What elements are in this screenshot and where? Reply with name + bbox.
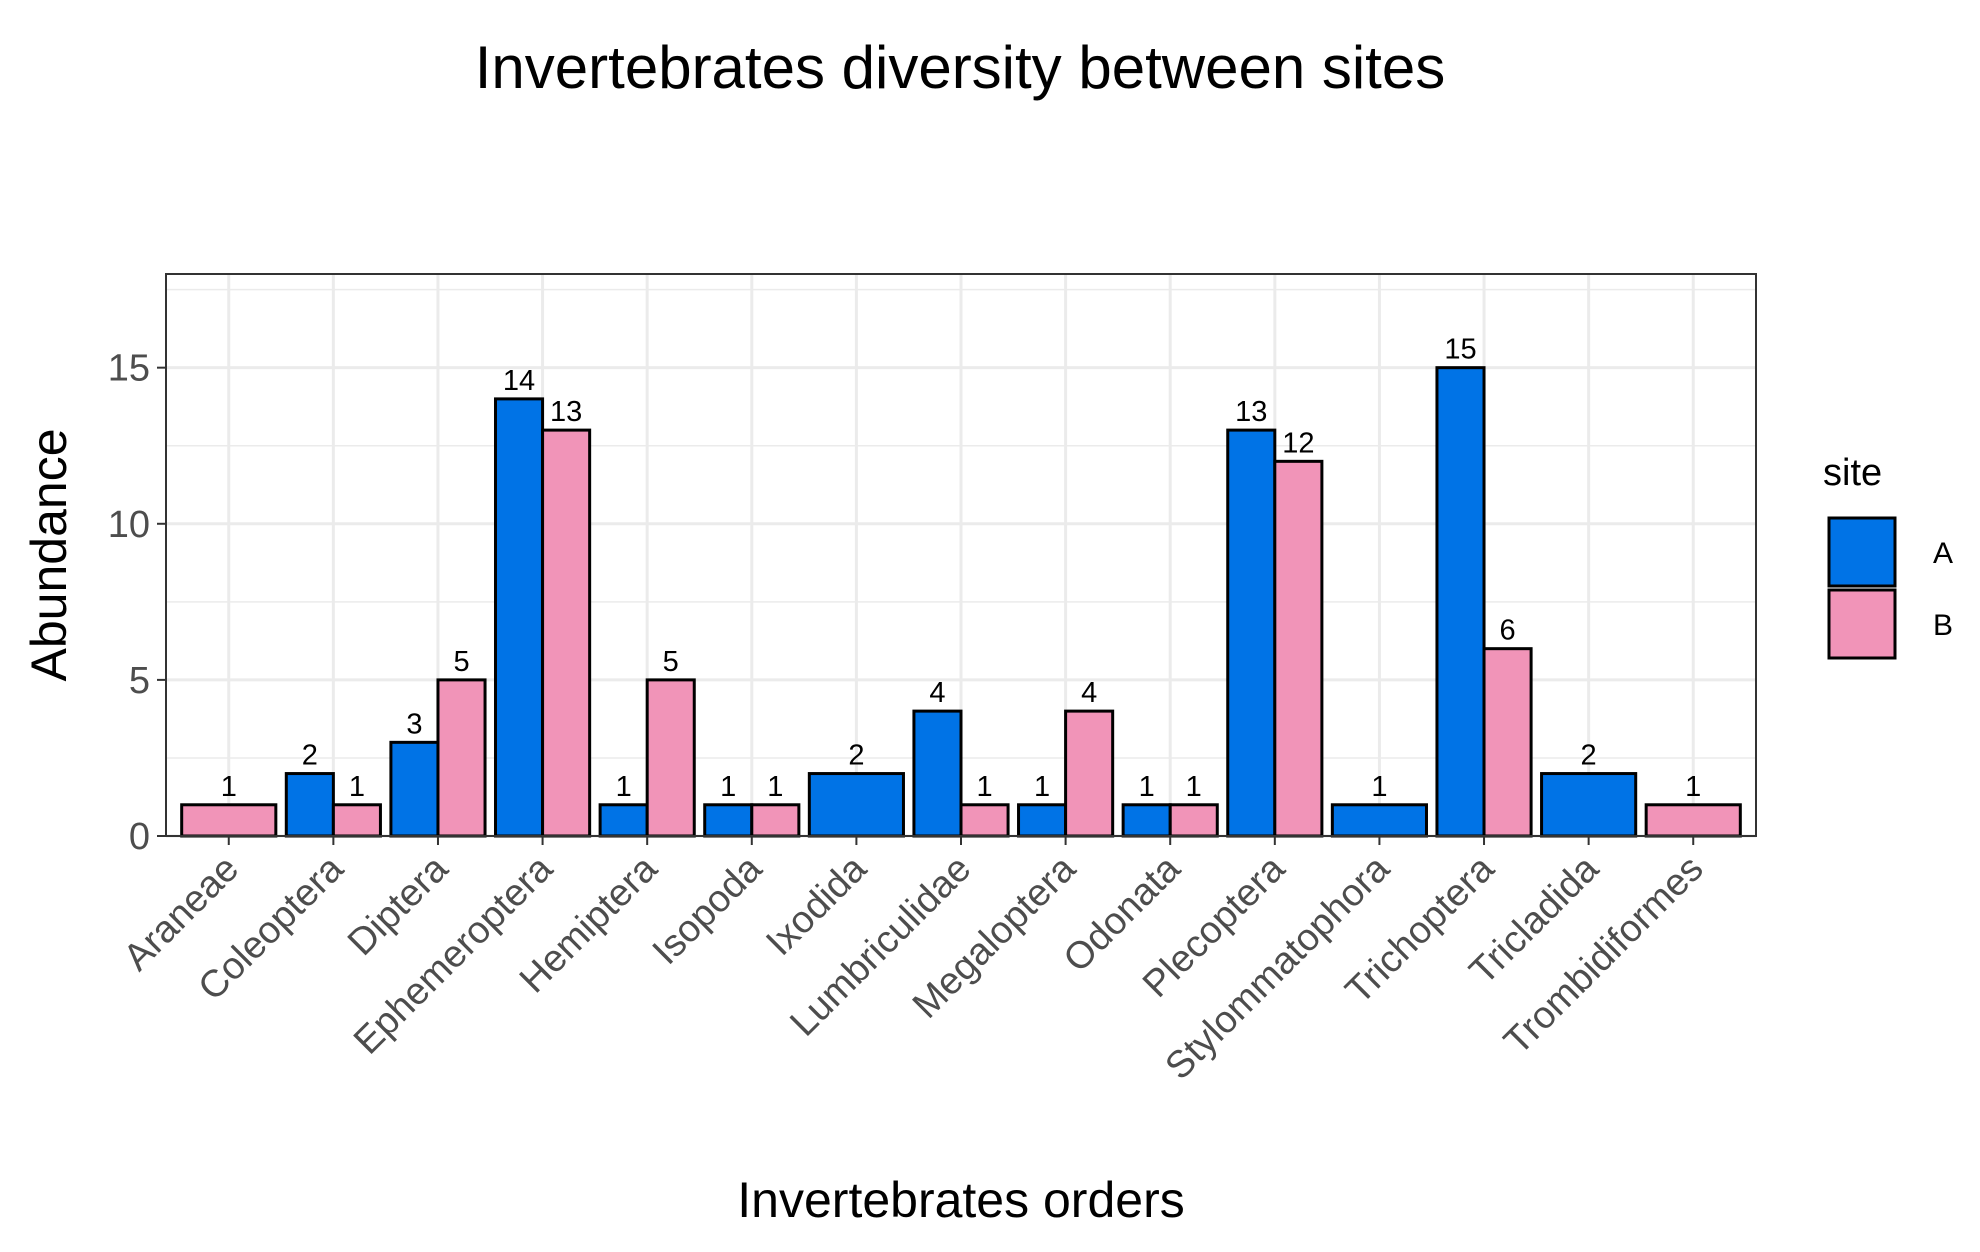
legend-label-a: A: [1933, 537, 1953, 570]
bar-b-trombidiformes: [1644, 803, 1742, 838]
bar-a-trichoptera: [1435, 366, 1486, 838]
bar-value-label: 1: [767, 771, 783, 803]
x-tick-label: Lumbriculidae: [782, 848, 979, 1045]
bar-b-hemiptera: [645, 678, 696, 838]
bar-value-label: 1: [1371, 771, 1387, 803]
bar-a-ixodida: [807, 772, 905, 838]
bar-a-ephemeroptera: [494, 397, 545, 838]
legend-key-b: [1827, 588, 1897, 660]
bar-value-label: 1: [1685, 771, 1701, 803]
bar-b-plecoptera: [1273, 459, 1324, 838]
legend: site A B: [1823, 452, 1953, 660]
legend-key-a: [1827, 516, 1897, 588]
bar-value-label: 5: [453, 646, 469, 678]
y-axis: 0 5 10 15: [108, 348, 166, 858]
y-tick-label: 5: [129, 660, 150, 702]
bar-value-label: 4: [1081, 677, 1097, 709]
bar-value-label: 2: [302, 740, 318, 772]
bar-a-isopoda: [703, 803, 754, 838]
bar-b-trichoptera: [1482, 647, 1533, 838]
x-axis: AraneaeColeopteraDipteraEphemeropteraHem…: [116, 836, 1712, 1088]
bar-a-coleoptera: [284, 772, 335, 838]
x-axis-title: Invertebrates orders: [737, 1172, 1184, 1228]
bar-value-label: 5: [663, 646, 679, 678]
y-tick-label: 0: [129, 816, 150, 858]
bar-value-label: 1: [976, 771, 992, 803]
x-tick-label: Isopoda: [645, 847, 771, 973]
bar-value-label: 13: [1235, 396, 1267, 428]
bar-a-odonata: [1121, 803, 1172, 838]
bar-a-plecoptera: [1226, 428, 1277, 838]
bar-b-lumbriculidae: [959, 803, 1010, 838]
bar-b-isopoda: [750, 803, 801, 838]
bar-value-label: 12: [1282, 427, 1314, 459]
bar-value-label: 15: [1444, 334, 1476, 366]
y-axis-title: Abundance: [21, 428, 77, 681]
chart-title: Invertebrates diversity between sites: [475, 34, 1445, 101]
bar-a-tricladida: [1540, 772, 1638, 838]
bars: [180, 366, 1742, 838]
bar-a-diptera: [389, 740, 440, 838]
legend-label-b: B: [1933, 609, 1953, 642]
bar-value-label: 1: [720, 771, 736, 803]
bar-value-label: 1: [221, 771, 237, 803]
bar-value-label: 2: [1581, 740, 1597, 772]
bar-value-label: 13: [550, 396, 582, 428]
bar-value-label: 14: [503, 365, 535, 397]
bar-b-araneae: [180, 803, 278, 838]
bar-value-label: 6: [1499, 615, 1515, 647]
legend-title: site: [1823, 452, 1882, 494]
y-tick-label: 10: [108, 504, 150, 546]
bar-value-label: 1: [1034, 771, 1050, 803]
bar-b-coleoptera: [331, 803, 382, 838]
bar-a-megaloptera: [1017, 803, 1068, 838]
bar-a-stylommatophora: [1330, 803, 1428, 838]
bar-value-label: 1: [1139, 771, 1155, 803]
bar-a-lumbriculidae: [912, 709, 963, 838]
bar-value-label: 2: [848, 740, 864, 772]
bar-a-hemiptera: [598, 803, 649, 838]
bar-value-label: 3: [406, 708, 422, 740]
bar-value-label: 1: [349, 771, 365, 803]
bar-b-odonata: [1168, 803, 1219, 838]
bar-value-label: 1: [1186, 771, 1202, 803]
bar-b-diptera: [436, 678, 487, 838]
bar-value-label: 4: [929, 677, 945, 709]
y-tick-label: 15: [108, 348, 150, 390]
bar-value-label: 1: [616, 771, 632, 803]
bar-b-megaloptera: [1064, 709, 1115, 838]
bar-b-ephemeroptera: [541, 428, 592, 838]
